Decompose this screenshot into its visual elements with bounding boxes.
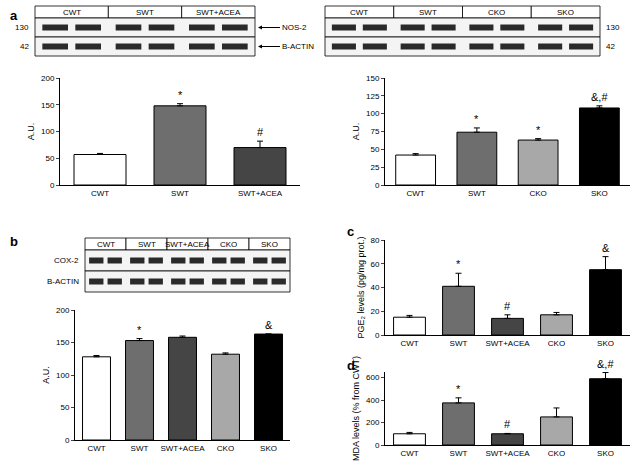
svg-text:NOS-2: NOS-2 [282,23,307,32]
svg-text:150: 150 [366,74,380,83]
svg-text:#: # [504,418,511,430]
svg-text:CWT: CWT [87,444,105,453]
svg-text:SWT+ACEA: SWT+ACEA [165,240,210,249]
svg-text:SWT: SWT [450,449,468,458]
svg-text:SWT: SWT [468,189,486,198]
svg-text:SWT+ACEA: SWT+ACEA [160,444,205,453]
svg-text:25: 25 [370,163,379,172]
svg-text:SWT: SWT [131,444,149,453]
svg-text:CKO: CKO [548,449,565,458]
svg-text:&,#: &,# [591,91,608,103]
svg-text:B-ACTIN: B-ACTIN [282,42,314,51]
svg-text:75: 75 [370,127,379,136]
svg-text:SKO: SKO [597,449,614,458]
svg-text:b: b [10,234,18,249]
svg-text:0: 0 [50,181,55,190]
svg-text:SWT+ACEA: SWT+ACEA [485,339,530,348]
svg-text:42: 42 [606,42,615,51]
svg-text:d: d [347,358,355,373]
svg-text:SKO: SKO [591,189,608,198]
svg-text:CWT: CWT [97,240,115,249]
svg-text:MDA levels (% from CWT): MDA levels (% from CWT) [351,356,361,461]
svg-text:*: * [456,258,461,270]
svg-text:*: * [536,124,541,136]
svg-text:CKO: CKO [548,339,565,348]
svg-text:SWT: SWT [419,8,437,17]
svg-text:*: * [137,324,142,336]
svg-text:50: 50 [60,403,69,412]
svg-text:*: * [474,113,479,125]
svg-text:SKO: SKO [557,8,574,17]
svg-text:200: 200 [56,306,70,315]
svg-text:200: 200 [366,418,380,427]
svg-text:SWT: SWT [171,189,189,198]
svg-text:130: 130 [15,23,29,32]
svg-text:SWT+ACEA: SWT+ACEA [238,189,283,198]
svg-text:0: 0 [65,436,70,445]
svg-text:*: * [456,383,461,395]
svg-text:SWT: SWT [138,240,156,249]
svg-text:B-ACTIN: B-ACTIN [47,277,79,286]
svg-text:150: 150 [56,338,70,347]
svg-text:PGE₂ levels (pg/mg prot.): PGE₂ levels (pg/mg prot.) [356,236,366,338]
svg-text:SWT+ACEA: SWT+ACEA [485,449,530,458]
svg-text:SKO: SKO [261,240,278,249]
svg-text:42: 42 [20,42,29,51]
svg-text:0: 0 [375,441,380,450]
svg-text:CWT: CWT [91,189,109,198]
svg-text:CWT: CWT [400,449,418,458]
svg-text:200: 200 [41,74,55,83]
svg-text:50: 50 [45,154,54,163]
svg-text:400: 400 [366,396,380,405]
svg-text:SKO: SKO [260,444,277,453]
svg-text:130: 130 [606,23,620,32]
svg-text:0: 0 [375,181,380,190]
svg-text:#: # [504,300,511,312]
svg-text:A.U.: A.U. [41,366,51,384]
svg-text:SWT: SWT [136,8,154,17]
svg-text:600: 600 [366,373,380,382]
svg-text:&,#: &,# [597,358,614,370]
svg-text:0: 0 [375,331,380,340]
svg-text:CWT: CWT [400,339,418,348]
svg-text:CWT: CWT [63,8,81,17]
svg-text:CWT: CWT [350,8,368,17]
svg-text:100: 100 [41,127,55,136]
svg-text:#: # [257,126,264,138]
svg-text:&: & [602,242,610,254]
svg-text:SWT+ACEA: SWT+ACEA [196,8,241,17]
svg-text:CKO: CKO [220,240,237,249]
svg-text:150: 150 [41,101,55,110]
svg-text:CKO: CKO [217,444,234,453]
svg-text:CKO: CKO [529,189,546,198]
svg-text:A.U.: A.U. [351,123,361,141]
svg-text:c: c [347,224,354,239]
svg-text:80: 80 [370,236,379,245]
svg-text:40: 40 [370,283,379,292]
svg-text:COX-2: COX-2 [54,256,79,265]
svg-text:*: * [178,89,183,101]
svg-text:50: 50 [370,145,379,154]
svg-text:100: 100 [56,371,70,380]
svg-text:A.U.: A.U. [26,123,36,141]
svg-text:&: & [265,319,273,331]
svg-text:CKO: CKO [488,8,505,17]
svg-text:a: a [10,8,18,23]
svg-text:60: 60 [370,260,379,269]
svg-text:125: 125 [366,92,380,101]
svg-text:20: 20 [370,307,379,316]
svg-text:SKO: SKO [597,339,614,348]
svg-text:CWT: CWT [407,189,425,198]
svg-text:100: 100 [366,109,380,118]
svg-text:SWT: SWT [450,339,468,348]
